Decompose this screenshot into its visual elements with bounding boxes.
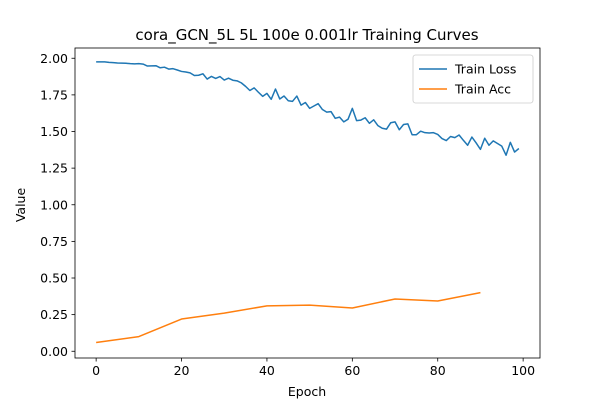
axes-frame [74, 47, 541, 359]
x-tick-label: 80 [430, 363, 446, 378]
x-tick-label: 20 [174, 363, 190, 378]
y-tick-label: 0.25 [40, 307, 68, 322]
plot-area: 0 20 40 60 80 100 0.00 0.25 0.50 0.75 1.00 1.25 1.50… [40, 47, 541, 378]
y-tick-label: 1.25 [40, 161, 68, 176]
x-axis-label: Epoch [288, 384, 326, 399]
legend: Train Loss Train Acc [412, 54, 534, 104]
legend-box [412, 54, 534, 104]
y-tick-label: 0.50 [40, 271, 68, 286]
x-tick-label: 60 [344, 363, 360, 378]
y-tick-label: 0.75 [40, 234, 68, 249]
x-tick-label: 100 [511, 363, 535, 378]
y-tick-label: 1.75 [40, 87, 68, 102]
legend-label: Train Acc [454, 82, 511, 97]
y-tick-label: 0.00 [40, 344, 68, 359]
x-tick-label: 40 [259, 363, 275, 378]
y-tick-label: 2.00 [40, 51, 68, 66]
y-tick-label: 1.50 [40, 124, 68, 139]
series-line-1 [96, 291, 481, 344]
legend-label: Train Loss [454, 62, 516, 77]
chart-title: cora_GCN_5L 5L 100e 0.001lr Training Cur… [135, 26, 478, 45]
y-tick-label: 1.00 [40, 197, 68, 212]
series-line-0 [96, 61, 520, 156]
y-axis-label: Value [13, 188, 28, 223]
x-tick-label: 0 [92, 363, 100, 378]
